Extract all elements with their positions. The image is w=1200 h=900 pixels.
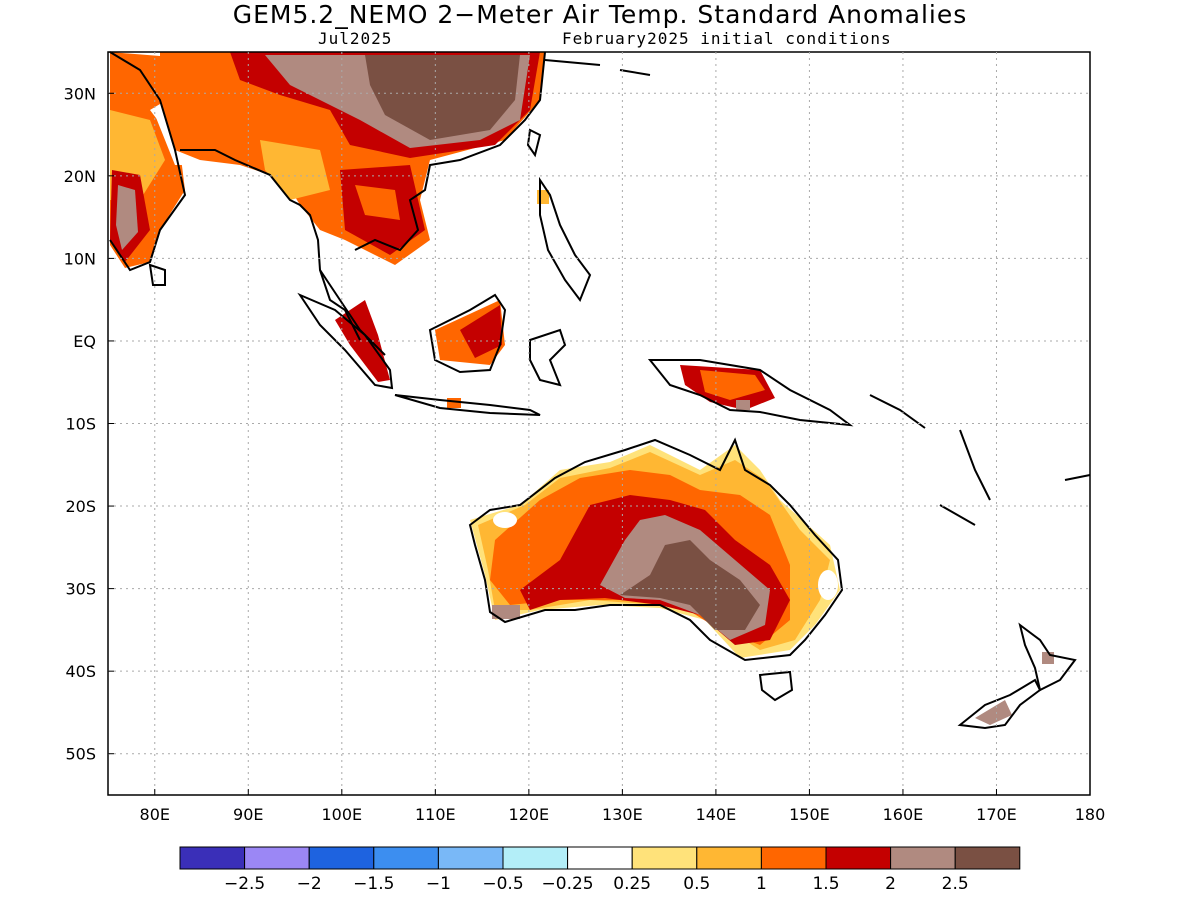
australia-anomaly-white-west xyxy=(493,512,517,528)
colorbar-swatch xyxy=(244,846,310,870)
coastlines xyxy=(109,51,1091,730)
nz-anomaly-brown xyxy=(975,700,1012,725)
colorbar-label: 0.5 xyxy=(683,874,710,894)
init-conditions-label: February2025 initial conditions xyxy=(562,29,892,48)
colorbar-label: 2 xyxy=(885,874,896,894)
colorbar-label: −1 xyxy=(426,874,451,894)
sulawesi-coastline xyxy=(529,328,567,387)
australia-coastline xyxy=(468,437,844,662)
colorbar-swatch xyxy=(179,846,246,870)
longitude-labels: 80E 90E 100E 110E 120E 130E 140E 150E 160E 170E 18… xyxy=(140,805,1106,824)
nz-south-island xyxy=(957,678,1042,730)
colorbar: −2.5 −2 −1.5 −1 −0.5 −0.25 0.25 0.5 1 1.5 2 2.5 xyxy=(179,846,1021,894)
latitude-label: 30N xyxy=(64,84,96,103)
longitude-label: 130E xyxy=(602,805,643,824)
new-guinea-anomaly-brown xyxy=(736,400,750,410)
latitude-label: 40S xyxy=(65,662,96,681)
taiwan-coastline xyxy=(526,128,542,158)
graticule xyxy=(108,52,1091,795)
australia-anomaly-brown-sw xyxy=(492,605,520,619)
philippines-coastline xyxy=(539,176,592,303)
colorbar-label: 1.5 xyxy=(812,874,839,894)
longitude-label: 80E xyxy=(140,805,170,824)
latitude-label: 20N xyxy=(64,167,96,186)
colorbar-label: −2 xyxy=(297,874,322,894)
longitude-label: 100E xyxy=(321,805,362,824)
java-coastline xyxy=(394,394,541,416)
longitude-label: 140E xyxy=(696,805,737,824)
indochina-anomaly-orange xyxy=(355,185,400,220)
longitude-label: 110E xyxy=(415,805,456,824)
colorbar-label: −0.5 xyxy=(482,874,523,894)
map-title: GEM5.2_NEMO 2−Meter Air Temp. Standard A… xyxy=(232,0,968,29)
latitude-label: 10N xyxy=(64,249,96,268)
colorbar-label: 0.25 xyxy=(613,874,651,894)
longitude-label: 170E xyxy=(976,805,1017,824)
colorbar-label: −2.5 xyxy=(224,874,265,894)
longitude-label: 150E xyxy=(789,805,830,824)
latitude-labels: 30N 20N 10N EQ 10S 20S 30S 40S 50S xyxy=(64,84,96,763)
asia-coastline xyxy=(109,51,187,272)
colorbar-swatch xyxy=(308,846,375,870)
srilanka-coastline xyxy=(148,263,166,286)
colorbar-swatch xyxy=(567,846,633,870)
china-coastline xyxy=(354,51,546,252)
colorbar-swatch xyxy=(825,846,892,870)
latitude-label: 10S xyxy=(65,415,96,434)
colorbar-swatch xyxy=(631,846,698,870)
latitude-label: EQ xyxy=(73,332,96,351)
new-guinea-coastline xyxy=(647,359,854,427)
colorbar-swatch xyxy=(890,846,956,870)
bay-of-bengal-coastline xyxy=(180,149,361,341)
borneo-anomaly-red xyxy=(460,305,502,358)
australia-anomaly-white-east xyxy=(818,570,838,600)
anomaly-fields xyxy=(110,52,1054,725)
tasmania-coastline xyxy=(758,670,794,702)
australia-anomaly-darkbrown xyxy=(620,540,760,630)
latitude-label: 20S xyxy=(65,497,96,516)
sumatra-coastline xyxy=(297,292,394,390)
pacific-islands xyxy=(544,59,1091,526)
borneo-coastline xyxy=(428,293,507,374)
colorbar-swatch xyxy=(954,846,1021,870)
colorbar-swatch xyxy=(437,846,504,870)
colorbar-label: 2.5 xyxy=(942,874,969,894)
java-anomaly xyxy=(447,398,461,408)
latitude-label: 50S xyxy=(65,745,96,764)
latitude-label: 30S xyxy=(65,580,96,599)
nz-north-island xyxy=(1018,622,1077,692)
india-anomaly-brown xyxy=(116,185,138,250)
colorbar-swatch xyxy=(696,846,762,870)
colorbar-swatch xyxy=(502,846,569,870)
longitude-label: 120E xyxy=(509,805,550,824)
valid-month-label: Jul2025 xyxy=(318,29,393,48)
colorbar-swatch xyxy=(760,846,827,870)
china-anomaly-darkbrown xyxy=(365,55,520,140)
longitude-label: 180 xyxy=(1075,805,1106,824)
longitude-label: 90E xyxy=(233,805,263,824)
colorbar-label: −0.25 xyxy=(542,874,594,894)
colorbar-label: 1 xyxy=(756,874,767,894)
colorbar-label: −1.5 xyxy=(353,874,394,894)
longitude-label: 160E xyxy=(883,805,924,824)
colorbar-swatch xyxy=(373,846,439,870)
